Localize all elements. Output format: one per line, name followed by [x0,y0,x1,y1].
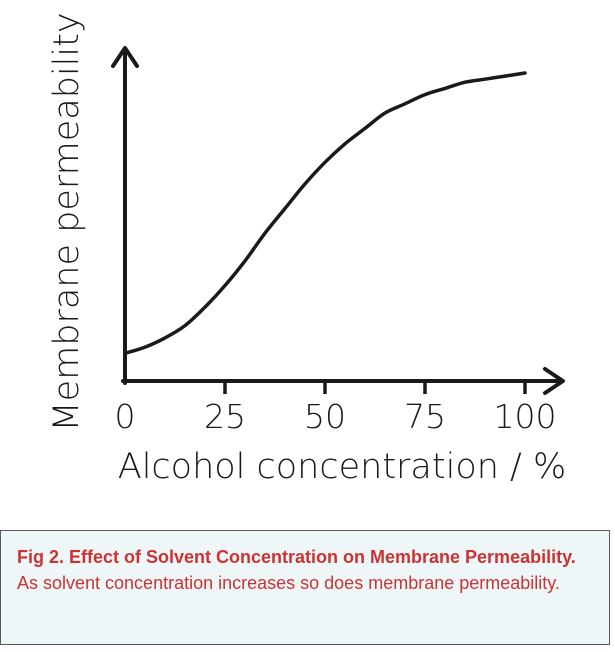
x-axis-arrow [543,367,565,395]
chart: 0 25 50 75 100 Alcohol concentration / % Mem… [47,12,566,487]
figure-caption: Fig 2. Effect of Solvent Concentration o… [0,530,610,645]
x-tick-marks [223,381,527,394]
x-tick-label: 75 [404,397,446,436]
caption-text: As solvent concentration increases so do… [17,573,560,593]
x-axis-label: Alcohol concentration / % [118,447,566,487]
x-tick-label: 0 [115,397,136,436]
x-tick-label: 25 [204,397,246,436]
x-tick-labels: 0 25 50 75 100 [115,397,557,436]
series-line [123,71,527,356]
caption-title: Fig 2. Effect of Solvent Concentration o… [17,547,576,567]
y-axis-arrow [111,46,139,68]
x-tick-label: 100 [494,397,557,436]
y-axis-label: Membrane permeability [47,12,87,431]
x-tick-label: 50 [304,397,346,436]
